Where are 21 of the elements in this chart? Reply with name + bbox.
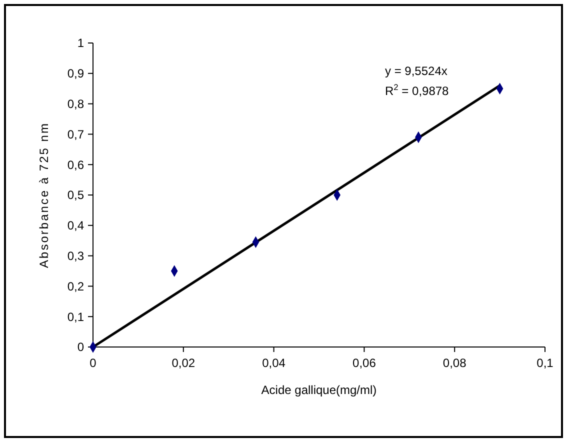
x-tick-label: 0,02 — [172, 356, 196, 370]
annotation: R$^{2}$ = 0,9878 — [385, 82, 450, 98]
y-tick-label: 0,8 — [67, 97, 84, 111]
y-tick-label: 0,7 — [67, 127, 84, 142]
y-tick-label: 0,6 — [67, 158, 84, 172]
x-tick-label: 0 — [90, 356, 97, 370]
x-axis-title: Acide gallique(mg/ml) — [261, 383, 377, 397]
y-tick-label: 0,9 — [67, 66, 84, 81]
y-tick-label: 0 — [77, 340, 84, 354]
x-tick-label: 0,06 — [352, 356, 376, 370]
y-tick-label: 0,3 — [67, 249, 84, 263]
y-tick-label: 1 — [77, 36, 84, 50]
y-tick-label: 0,4 — [67, 218, 84, 233]
x-tick-label: 0,04 — [262, 356, 286, 370]
annotation: y = 9,5524x — [385, 64, 448, 78]
x-tick-label: 0,1 — [536, 356, 554, 370]
y-tick-label: 0,1 — [67, 310, 84, 324]
x-tick-label: 0,08 — [442, 356, 467, 370]
y-tick-label: 0,5 — [67, 188, 84, 202]
y-axis-title: Absorbance à 725 nm — [37, 122, 51, 268]
y-tick-label: 0,2 — [67, 279, 84, 294]
